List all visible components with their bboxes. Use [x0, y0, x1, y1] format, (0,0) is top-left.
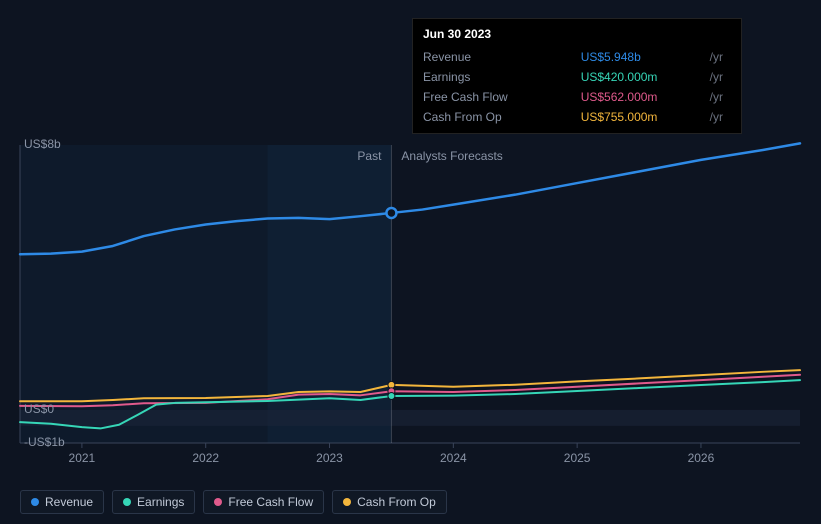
financial-chart: US$8b US$0 -US$1b 2021 2022 2023 2024 2025 2026…: [0, 0, 821, 524]
legend-swatch: [123, 498, 131, 506]
tooltip-label: Revenue: [423, 47, 581, 67]
tooltip-unit: /yr: [710, 47, 731, 67]
legend-swatch: [343, 498, 351, 506]
past-region-label: Past: [357, 149, 381, 163]
x-tick-label: 2026: [688, 451, 715, 465]
x-tick-label: 2023: [316, 451, 343, 465]
forecast-region-label: Analysts Forecasts: [401, 149, 502, 163]
tooltip-unit: /yr: [710, 87, 731, 107]
tooltip-row-revenue: RevenueUS$5.948b/yr: [423, 47, 731, 67]
legend-item-earnings[interactable]: Earnings: [112, 490, 195, 514]
legend-label: Free Cash Flow: [228, 495, 313, 509]
tooltip-value: US$5.948b: [581, 47, 710, 67]
x-tick-label: 2022: [192, 451, 219, 465]
legend-item-freeCashFlow[interactable]: Free Cash Flow: [203, 490, 324, 514]
tooltip-unit: /yr: [710, 67, 731, 87]
tooltip-value: US$755.000m: [581, 107, 710, 127]
legend-item-revenue[interactable]: Revenue: [20, 490, 104, 514]
y-tick-label: US$8b: [24, 137, 61, 151]
tooltip-label: Cash From Op: [423, 107, 581, 127]
legend-swatch: [214, 498, 222, 506]
y-tick-label: US$0: [24, 402, 54, 416]
tooltip-label: Free Cash Flow: [423, 87, 581, 107]
legend-label: Revenue: [45, 495, 93, 509]
tooltip-date: Jun 30 2023: [423, 25, 731, 43]
x-tick-label: 2025: [564, 451, 591, 465]
x-tick-label: 2021: [69, 451, 96, 465]
x-tick-label: 2024: [440, 451, 467, 465]
legend-item-cashFromOp[interactable]: Cash From Op: [332, 490, 447, 514]
tooltip-unit: /yr: [710, 107, 731, 127]
legend-label: Cash From Op: [357, 495, 436, 509]
chart-legend: Revenue Earnings Free Cash Flow Cash From O…: [20, 490, 447, 514]
tooltip-value: US$562.000m: [581, 87, 710, 107]
tooltip-label: Earnings: [423, 67, 581, 87]
legend-swatch: [31, 498, 39, 506]
chart-tooltip: Jun 30 2023 RevenueUS$5.948b/yrEarningsU…: [412, 18, 742, 134]
tooltip-row-freeCashFlow: Free Cash FlowUS$562.000m/yr: [423, 87, 731, 107]
y-tick-label: -US$1b: [24, 435, 65, 449]
tooltip-value: US$420.000m: [581, 67, 710, 87]
tooltip-row-cashFromOp: Cash From OpUS$755.000m/yr: [423, 107, 731, 127]
legend-label: Earnings: [137, 495, 184, 509]
tooltip-row-earnings: EarningsUS$420.000m/yr: [423, 67, 731, 87]
